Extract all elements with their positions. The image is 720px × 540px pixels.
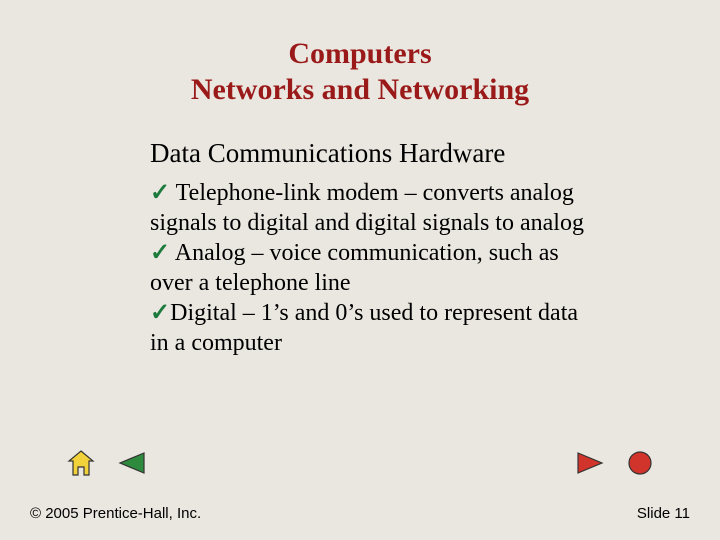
next-icon[interactable] bbox=[574, 449, 608, 482]
end-icon[interactable] bbox=[626, 449, 654, 482]
home-icon[interactable] bbox=[66, 449, 96, 482]
bullet-3-text: Digital – 1’s and 0’s used to represent … bbox=[150, 300, 578, 356]
body-text: ✓ Telephone-link modem – converts analog… bbox=[150, 178, 590, 358]
next-shape bbox=[578, 453, 602, 473]
bullet-2-text: Analog – voice communication, such as ov… bbox=[150, 240, 559, 296]
slide: Computers Networks and Networking Data C… bbox=[0, 0, 720, 540]
title-line-2: Networks and Networking bbox=[0, 72, 720, 108]
check-icon: ✓ bbox=[150, 239, 170, 266]
end-shape bbox=[629, 452, 651, 474]
check-icon: ✓ bbox=[150, 179, 170, 206]
copyright: © 2005 Prentice-Hall, Inc. bbox=[30, 505, 201, 522]
bullet-2: ✓ Analog – voice communication, such as … bbox=[150, 238, 590, 298]
prev-icon[interactable] bbox=[114, 449, 148, 482]
nav-left-group bbox=[66, 449, 148, 482]
home-shape bbox=[69, 451, 93, 475]
bullet-1-text: Telephone-link modem – converts analog s… bbox=[150, 180, 584, 236]
nav-right-group bbox=[574, 449, 654, 482]
nav-bar bbox=[0, 446, 720, 482]
subtitle: Data Communications Hardware bbox=[150, 138, 505, 169]
check-icon: ✓ bbox=[150, 299, 170, 326]
prev-shape bbox=[120, 453, 144, 473]
bullet-1: ✓ Telephone-link modem – converts analog… bbox=[150, 178, 590, 238]
slide-number: Slide 11 bbox=[637, 505, 690, 522]
bullet-3: ✓Digital – 1’s and 0’s used to represent… bbox=[150, 298, 590, 358]
title-line-1: Computers bbox=[0, 36, 720, 72]
title-block: Computers Networks and Networking bbox=[0, 36, 720, 108]
